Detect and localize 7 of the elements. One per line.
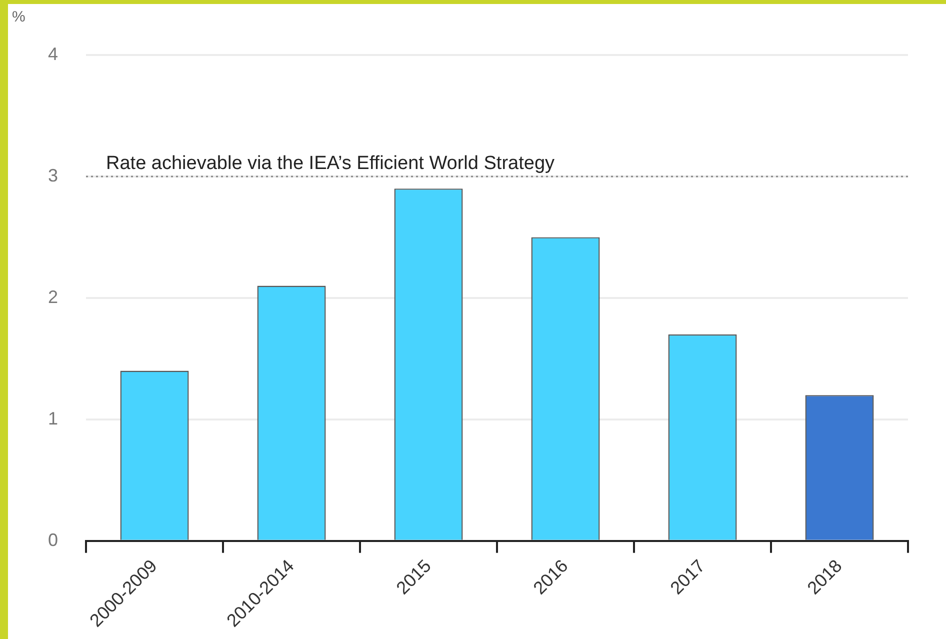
ref-line-label: Rate achievable via the IEA’s Efficient World Strategy: [106, 153, 556, 174]
y-tick-label: 3: [48, 165, 58, 186]
y-tick-label: 0: [48, 530, 58, 550]
y-tick-label: 1: [48, 408, 58, 428]
y-tick-label: 4: [48, 44, 58, 64]
y-axis-title: %: [12, 8, 26, 26]
y-tick-label: 2: [48, 286, 58, 307]
